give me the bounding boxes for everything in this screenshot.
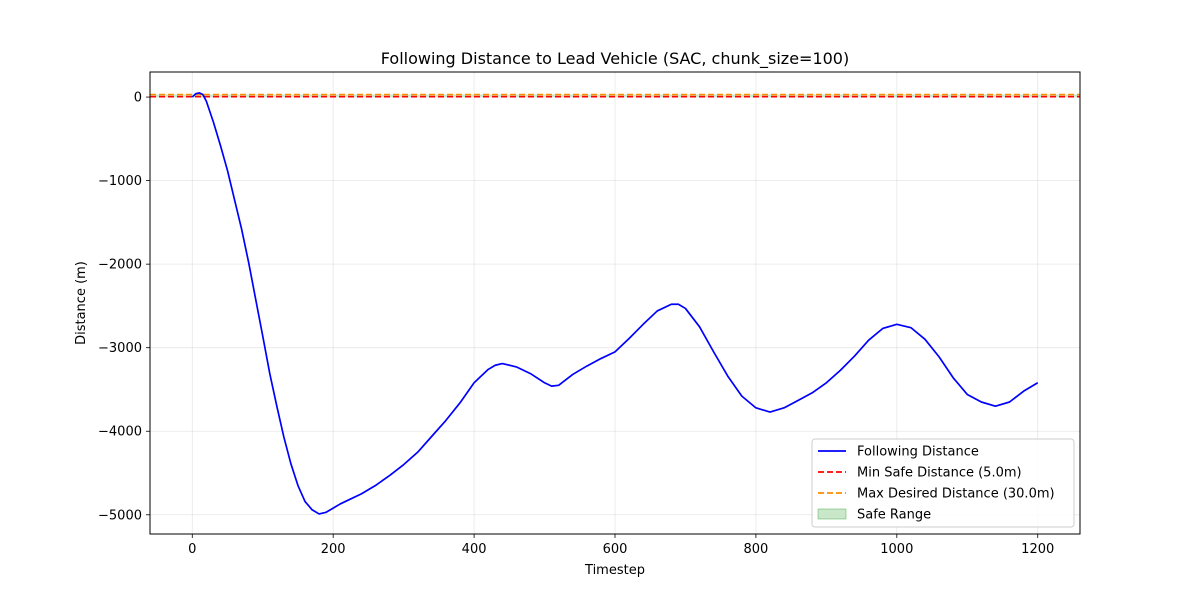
x-tick-label: 1000 bbox=[880, 542, 913, 557]
legend-label: Following Distance bbox=[857, 445, 979, 460]
y-tick-label: −4000 bbox=[98, 425, 142, 440]
x-tick-label: 800 bbox=[743, 542, 768, 557]
legend-label: Max Desired Distance (30.0m) bbox=[857, 487, 1055, 502]
legend-box bbox=[811, 438, 1075, 528]
legend-label: Min Safe Distance (5.0m) bbox=[857, 466, 1022, 481]
following-distance-line bbox=[191, 92, 1039, 515]
legend-swatch bbox=[817, 508, 847, 520]
y-tick-label: −5000 bbox=[98, 508, 142, 523]
y-tick-label: 0 bbox=[134, 91, 142, 106]
reference-lines bbox=[150, 93, 1080, 98]
safe-range-band bbox=[150, 94, 1080, 97]
x-tick-label: 600 bbox=[603, 542, 628, 557]
x-tick-label: 1200 bbox=[1021, 542, 1054, 557]
x-tick-label: 200 bbox=[321, 542, 346, 557]
series-layer bbox=[191, 92, 1039, 515]
x-axis-label: Timestep bbox=[584, 563, 645, 578]
y-tick-label: −2000 bbox=[98, 258, 142, 273]
y-tick-label: −1000 bbox=[98, 174, 142, 189]
x-tick-label: 0 bbox=[188, 542, 196, 557]
ticks: 0 200 400 600 800 1000 1200 0 −1000 −2000 −3000 −40… bbox=[98, 91, 1054, 557]
y-axis-label: Distance (m) bbox=[74, 261, 89, 345]
legend-label: Safe Range bbox=[857, 508, 931, 523]
safe-range-area bbox=[150, 94, 1080, 97]
y-tick-label: −3000 bbox=[98, 341, 142, 356]
chart-title: Following Distance to Lead Vehicle (SAC,… bbox=[381, 49, 849, 69]
legend: Following Distance Min Safe Distance (5.0… bbox=[811, 438, 1075, 528]
x-tick-label: 400 bbox=[462, 542, 487, 557]
